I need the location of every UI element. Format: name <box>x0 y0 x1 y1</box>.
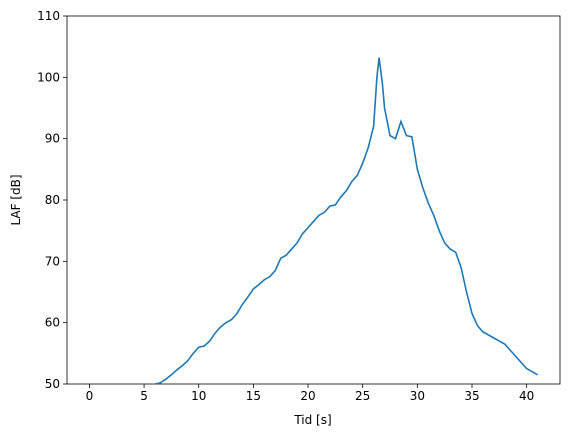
x-tick-label: 25 <box>355 389 370 403</box>
x-tick-label: 10 <box>191 389 206 403</box>
x-tick-label: 40 <box>519 389 534 403</box>
y-tick-label: 70 <box>45 254 60 268</box>
x-tick-label: 0 <box>86 389 94 403</box>
y-tick-label: 100 <box>37 70 60 84</box>
x-axis-label: Tid [s] <box>293 413 331 427</box>
x-tick-label: 30 <box>410 389 425 403</box>
x-tick-label: 15 <box>246 389 261 403</box>
y-tick-label: 50 <box>45 377 60 391</box>
x-tick-label: 5 <box>140 389 148 403</box>
y-tick-label: 80 <box>45 193 60 207</box>
y-axis-label: LAF [dB] <box>9 174 23 225</box>
line-series <box>153 57 538 384</box>
x-tick-label: 35 <box>464 389 479 403</box>
x-tick-label: 20 <box>300 389 315 403</box>
plot-frame <box>66 15 561 385</box>
y-tick-label: 90 <box>45 132 60 146</box>
y-tick-label: 60 <box>45 316 60 330</box>
y-tick-label: 110 <box>37 9 60 23</box>
